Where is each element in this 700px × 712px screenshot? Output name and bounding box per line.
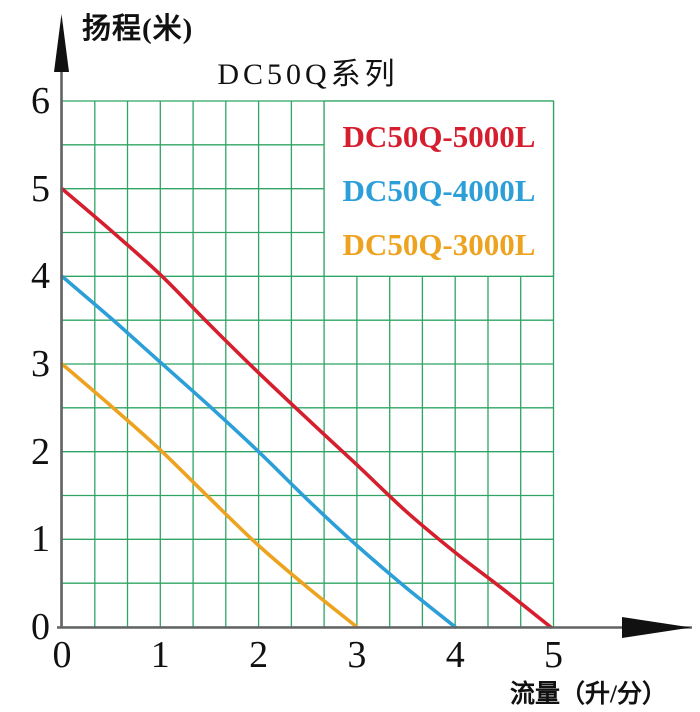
y-tick-label: 3 <box>31 343 50 385</box>
y-tick-label: 0 <box>31 606 50 648</box>
legend-item-dc50q-4000l: DC50Q-4000L <box>342 173 536 208</box>
x-tick-label: 1 <box>150 634 170 676</box>
y-axis-title: 扬程(米) <box>82 13 194 45</box>
chart-title: DC50Q系列 <box>217 58 399 91</box>
y-tick-label: 6 <box>31 80 50 122</box>
x-tick-label: 2 <box>249 634 269 676</box>
legend-item-dc50q-5000l: DC50Q-5000L <box>342 119 536 154</box>
legend: DC50Q-5000L DC50Q-4000L DC50Q-3000L <box>326 110 552 272</box>
y-tick-label: 5 <box>31 167 50 210</box>
x-tick-label: 3 <box>347 634 367 676</box>
y-tick-label: 1 <box>31 518 50 561</box>
legend-item-dc50q-3000l: DC50Q-3000L <box>342 227 536 262</box>
x-tick-label: 5 <box>544 634 563 676</box>
x-tick-label: 0 <box>52 634 72 676</box>
y-tick-label: 4 <box>31 255 50 298</box>
y-tick-label: 2 <box>31 430 50 473</box>
x-axis-title: 流量（升/分） <box>510 681 667 708</box>
x-tick-label: 4 <box>445 634 465 676</box>
